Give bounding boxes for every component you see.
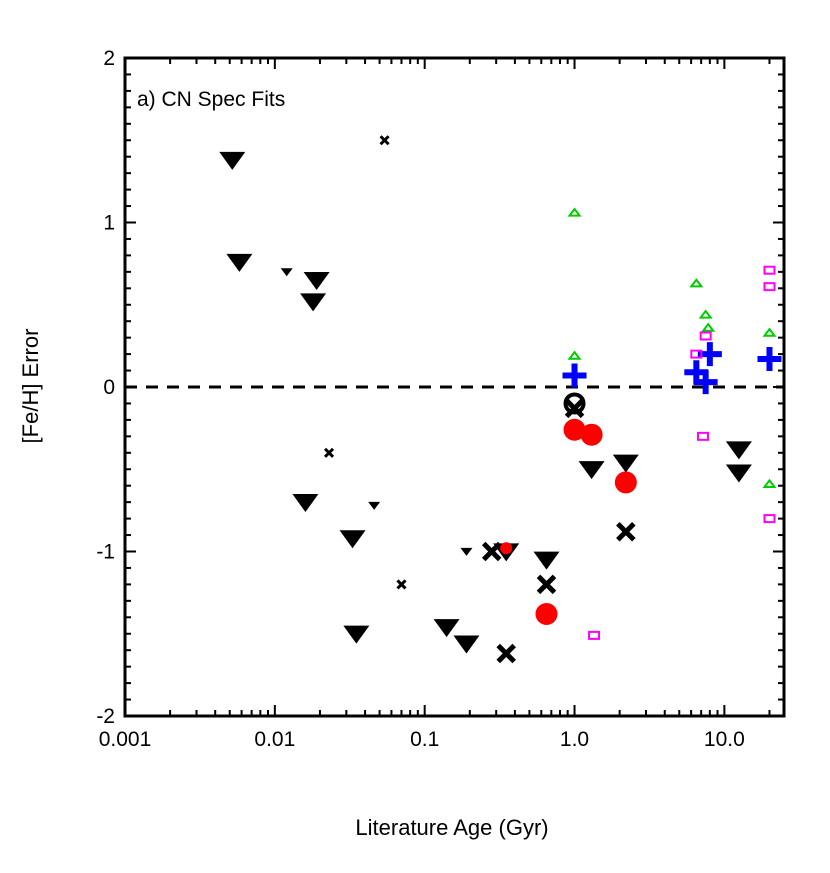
- triangle-marker: [725, 464, 752, 483]
- axes-layer: 0.001 0.01 0.1 1.0 10.0 2 1 0 -1 -2: [96, 47, 786, 751]
- cross-marker: [323, 447, 335, 458]
- magenta-square-marker: [699, 331, 712, 341]
- red-circle-marker: [563, 418, 586, 441]
- x-axis-title: Literature Age (Gyr): [355, 815, 548, 840]
- x-tick-label: 0.001: [99, 728, 152, 751]
- triangle-marker: [343, 625, 370, 644]
- red-circle-marker: [535, 603, 558, 626]
- triangle-marker: [292, 494, 319, 513]
- red-circle-marker: [614, 471, 637, 494]
- data-marks: [219, 135, 782, 664]
- cross-marker: [379, 135, 390, 146]
- magenta-square-marker: [588, 630, 601, 640]
- triangle-marker: [219, 151, 246, 170]
- y-tick-label: 0: [103, 376, 115, 399]
- green-triangle-marker: [567, 207, 582, 217]
- triangle-marker: [725, 441, 752, 460]
- triangle-marker: [612, 454, 639, 473]
- green-triangle-marker: [689, 278, 704, 288]
- triangle-marker: [433, 619, 460, 638]
- green-triangle-marker: [698, 309, 713, 319]
- x-tick-label: 0.1: [410, 728, 439, 751]
- triangle-marker: [303, 271, 330, 290]
- triangle-marker: [453, 635, 480, 654]
- cross-marker: [496, 643, 516, 664]
- y-tick-label: 2: [103, 47, 115, 70]
- x-tick-label: 0.01: [254, 728, 295, 751]
- x-tick-label: 10.0: [704, 728, 745, 751]
- x-tick-label: 1.0: [560, 728, 589, 751]
- blue-plus-marker: [562, 363, 587, 388]
- triangle-marker: [280, 268, 293, 277]
- magenta-square-marker: [763, 514, 776, 524]
- triangle-marker: [226, 253, 253, 272]
- green-triangle-marker: [701, 322, 716, 332]
- y-axis-title: [Fe/H] Error: [18, 329, 43, 444]
- cross-marker: [536, 574, 557, 595]
- blue-plus-marker: [757, 347, 782, 372]
- green-triangle-marker: [762, 478, 777, 489]
- magenta-square-marker: [763, 265, 776, 275]
- cross-marker: [481, 541, 502, 562]
- cross-marker: [616, 521, 636, 542]
- open-circle-marker: [563, 392, 586, 415]
- cross-marker: [564, 398, 585, 419]
- blue-plus-marker: [693, 370, 718, 395]
- triangle-marker: [300, 293, 327, 312]
- green-triangle-marker: [567, 350, 582, 360]
- triangle-marker: [339, 530, 366, 549]
- triangle-marker: [578, 461, 605, 480]
- red-circle-marker: [580, 423, 603, 446]
- magenta-square-marker: [696, 431, 709, 441]
- magenta-square-marker: [690, 349, 703, 359]
- cross-marker: [396, 579, 407, 590]
- magenta-square-marker: [763, 282, 776, 292]
- panel-label: a) CN Spec Fits: [137, 88, 285, 111]
- red-circle-marker: [500, 542, 513, 555]
- y-tick-label: -2: [96, 705, 115, 728]
- triangle-marker: [368, 501, 381, 510]
- green-triangle-marker: [762, 327, 777, 337]
- y-tick-label: -1: [96, 541, 115, 564]
- triangle-marker: [460, 547, 473, 556]
- y-tick-label: 1: [103, 212, 115, 235]
- triangle-marker: [533, 551, 560, 570]
